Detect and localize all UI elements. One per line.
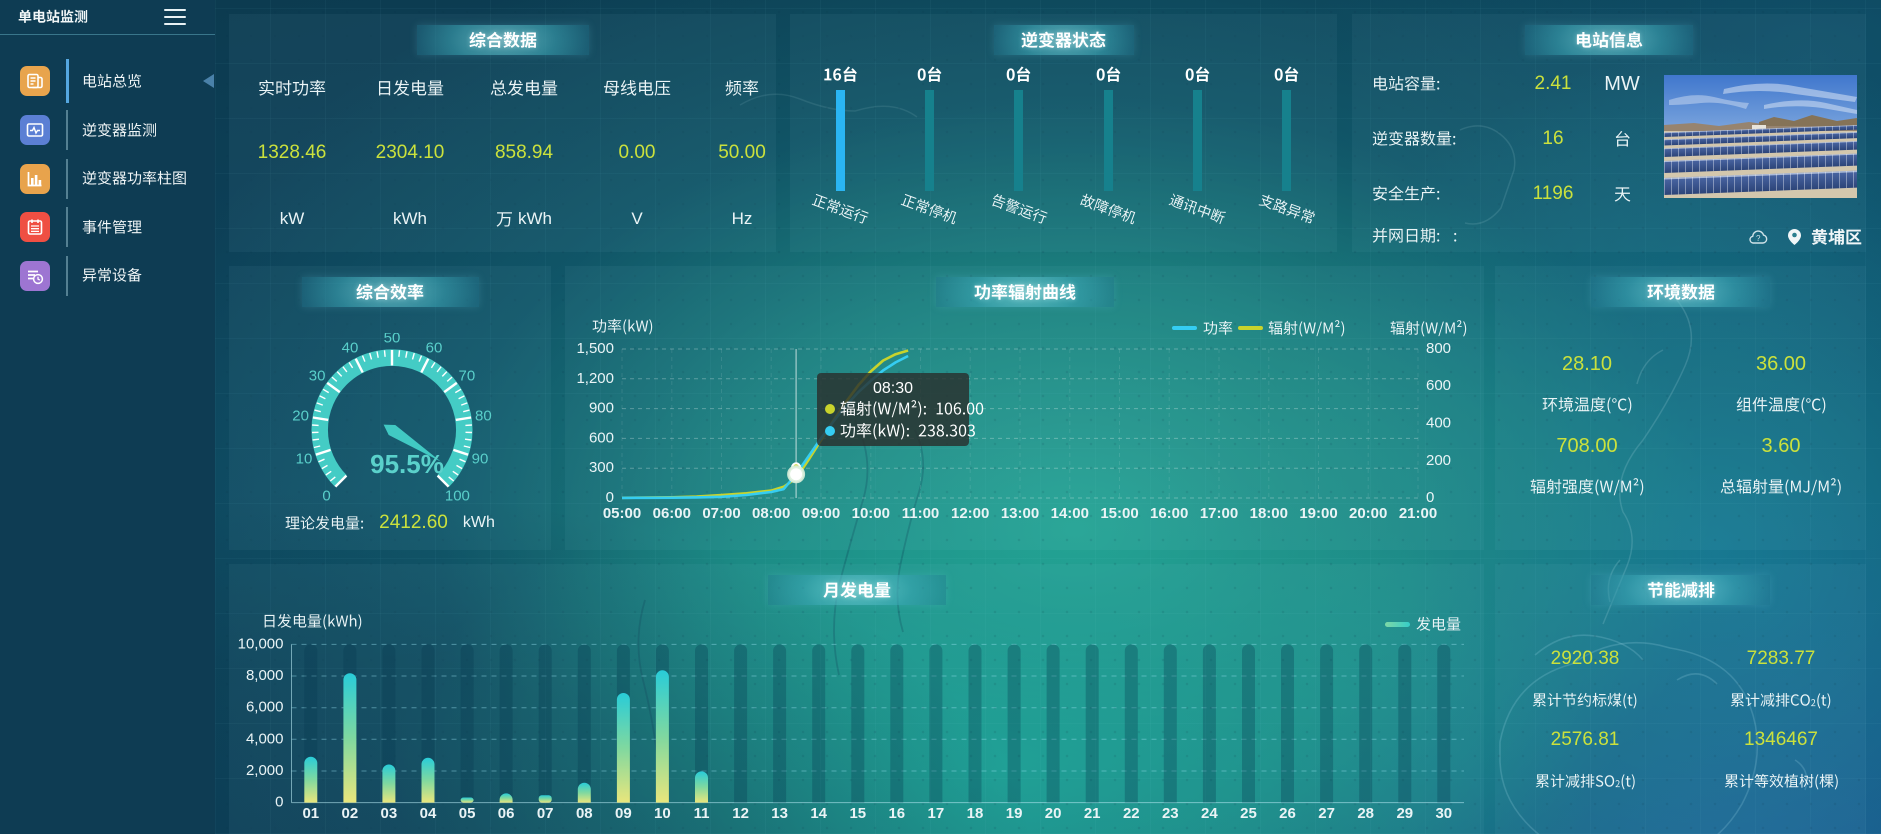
svg-text:03: 03: [381, 805, 398, 822]
svg-text:17: 17: [928, 805, 945, 822]
svg-text:0: 0: [1426, 489, 1434, 506]
svg-text:10: 10: [296, 451, 313, 468]
svg-text:0: 0: [322, 487, 330, 504]
svg-text:07: 07: [537, 805, 554, 822]
svg-text:60: 60: [426, 339, 443, 356]
svg-text:40: 40: [342, 339, 359, 356]
svg-text:300: 300: [589, 459, 614, 476]
svg-text:10,000: 10,000: [238, 635, 284, 652]
svg-text:13: 13: [771, 805, 788, 822]
svg-text:11: 11: [694, 805, 710, 822]
svg-text:?: ?: [1756, 234, 1761, 243]
svg-text:30: 30: [1435, 805, 1452, 822]
svg-text:400: 400: [1426, 414, 1451, 431]
svg-text:06: 06: [498, 805, 515, 822]
svg-text:11:00: 11:00: [902, 505, 940, 522]
svg-text:18: 18: [967, 805, 984, 822]
svg-text:09: 09: [615, 805, 632, 822]
svg-text:20:00: 20:00: [1349, 505, 1387, 522]
svg-text:16: 16: [888, 805, 905, 822]
svg-text:2,000: 2,000: [246, 762, 284, 779]
svg-text:21:00: 21:00: [1399, 505, 1437, 522]
svg-text:0: 0: [606, 489, 614, 506]
svg-text:600: 600: [1426, 377, 1451, 394]
svg-text:4,000: 4,000: [246, 730, 284, 747]
svg-text:01: 01: [302, 805, 319, 822]
svg-text:90: 90: [472, 451, 489, 468]
svg-text:02: 02: [342, 805, 359, 822]
svg-text:28: 28: [1357, 805, 1374, 822]
svg-text:14:00: 14:00: [1051, 505, 1089, 522]
svg-text:27: 27: [1318, 805, 1335, 822]
svg-text:95.5%: 95.5%: [370, 449, 444, 479]
svg-text:23: 23: [1162, 805, 1179, 822]
svg-text:08: 08: [576, 805, 593, 822]
svg-text:6,000: 6,000: [246, 699, 284, 716]
svg-text:20: 20: [1045, 805, 1062, 822]
svg-text:08:00: 08:00: [752, 505, 790, 522]
svg-text:13:00: 13:00: [1001, 505, 1039, 522]
svg-text:0: 0: [275, 794, 283, 811]
svg-text:12:00: 12:00: [951, 505, 989, 522]
svg-text:100: 100: [445, 487, 470, 504]
svg-text:18:00: 18:00: [1250, 505, 1288, 522]
svg-text:15:00: 15:00: [1100, 505, 1138, 522]
svg-text:21: 21: [1084, 805, 1101, 822]
svg-text:10:00: 10:00: [852, 505, 890, 522]
svg-text:22: 22: [1123, 805, 1140, 822]
svg-text:05:00: 05:00: [603, 505, 641, 522]
svg-text:05: 05: [459, 805, 476, 822]
svg-text:800: 800: [1426, 340, 1451, 357]
svg-text:70: 70: [459, 368, 476, 385]
svg-text:19:00: 19:00: [1299, 505, 1337, 522]
svg-text:1,200: 1,200: [576, 370, 614, 387]
svg-text:10: 10: [654, 805, 671, 822]
svg-text:8,000: 8,000: [246, 667, 284, 684]
svg-text:200: 200: [1426, 452, 1451, 469]
svg-text:14: 14: [810, 805, 827, 822]
svg-text:600: 600: [589, 429, 614, 446]
svg-text:29: 29: [1396, 805, 1413, 822]
svg-text:04: 04: [420, 805, 437, 822]
svg-text:900: 900: [589, 400, 614, 417]
svg-text:24: 24: [1201, 805, 1218, 822]
svg-text:50: 50: [384, 333, 401, 346]
svg-text:25: 25: [1240, 805, 1257, 822]
svg-text:06:00: 06:00: [653, 505, 691, 522]
svg-text:19: 19: [1006, 805, 1023, 822]
svg-text:30: 30: [309, 368, 326, 385]
svg-text:12: 12: [732, 805, 749, 822]
svg-text:26: 26: [1279, 805, 1296, 822]
svg-text:17:00: 17:00: [1200, 505, 1238, 522]
svg-text:15: 15: [849, 805, 866, 822]
svg-text:16:00: 16:00: [1150, 505, 1188, 522]
svg-text:07:00: 07:00: [702, 505, 740, 522]
svg-text:1,500: 1,500: [576, 340, 614, 357]
svg-text:09:00: 09:00: [802, 505, 840, 522]
svg-text:80: 80: [475, 407, 492, 424]
svg-text:20: 20: [292, 407, 309, 424]
